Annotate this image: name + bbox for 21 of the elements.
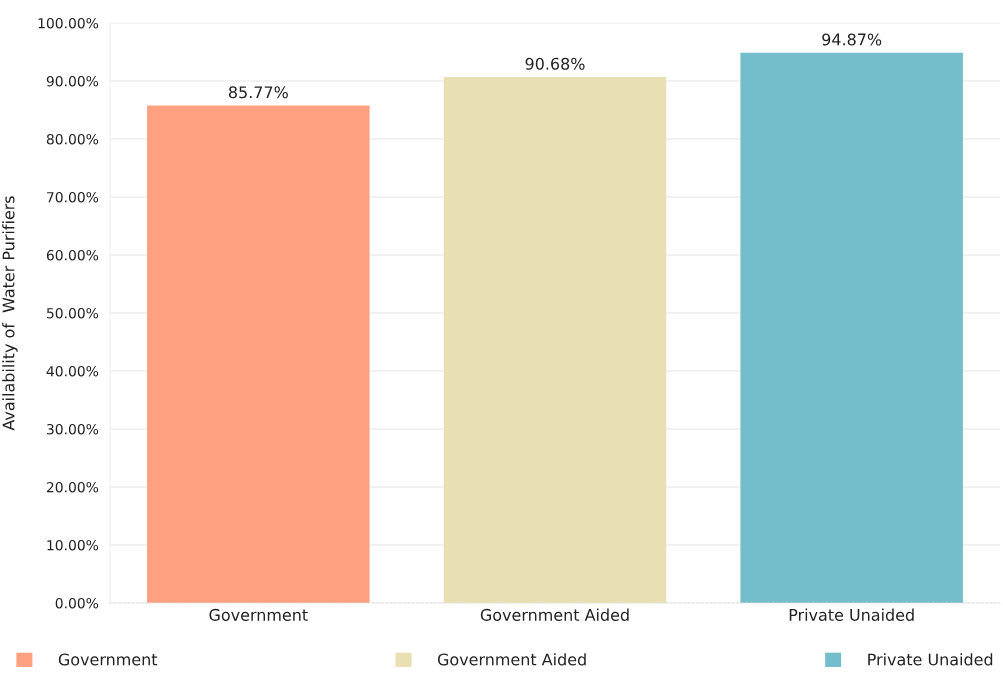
y-tick-label: 100.00% <box>38 17 99 29</box>
y-tick-label: 40.00% <box>46 365 99 377</box>
y-tick-label: 70.00% <box>47 191 99 203</box>
legend-label: Government <box>58 653 158 666</box>
y-tick-label: 90.00% <box>46 75 99 87</box>
x-tick-label: Private Unaided <box>789 608 914 621</box>
y-tick-label: 20.00% <box>46 481 99 493</box>
legend-label: Private Unaided <box>868 653 993 666</box>
y-tick-label: 0.00% <box>55 597 99 609</box>
x-tick-label: Government <box>209 608 308 621</box>
data-label: 90.68% <box>525 57 585 70</box>
y-tick-label: 30.00% <box>46 423 99 435</box>
data-label: 85.77% <box>228 86 288 99</box>
data-label: 94.87% <box>822 33 882 46</box>
y-tick-label: 60.00% <box>46 249 99 261</box>
legend-label: Government Aided <box>437 653 586 666</box>
y-tick-label: 10.00% <box>47 539 99 551</box>
x-tick-label: Government Aided <box>480 608 629 621</box>
y-axis-title: Availability of Water Purifiers <box>2 196 18 431</box>
y-tick-label: 50.00% <box>47 307 99 319</box>
y-tick-label: 80.00% <box>46 133 99 145</box>
